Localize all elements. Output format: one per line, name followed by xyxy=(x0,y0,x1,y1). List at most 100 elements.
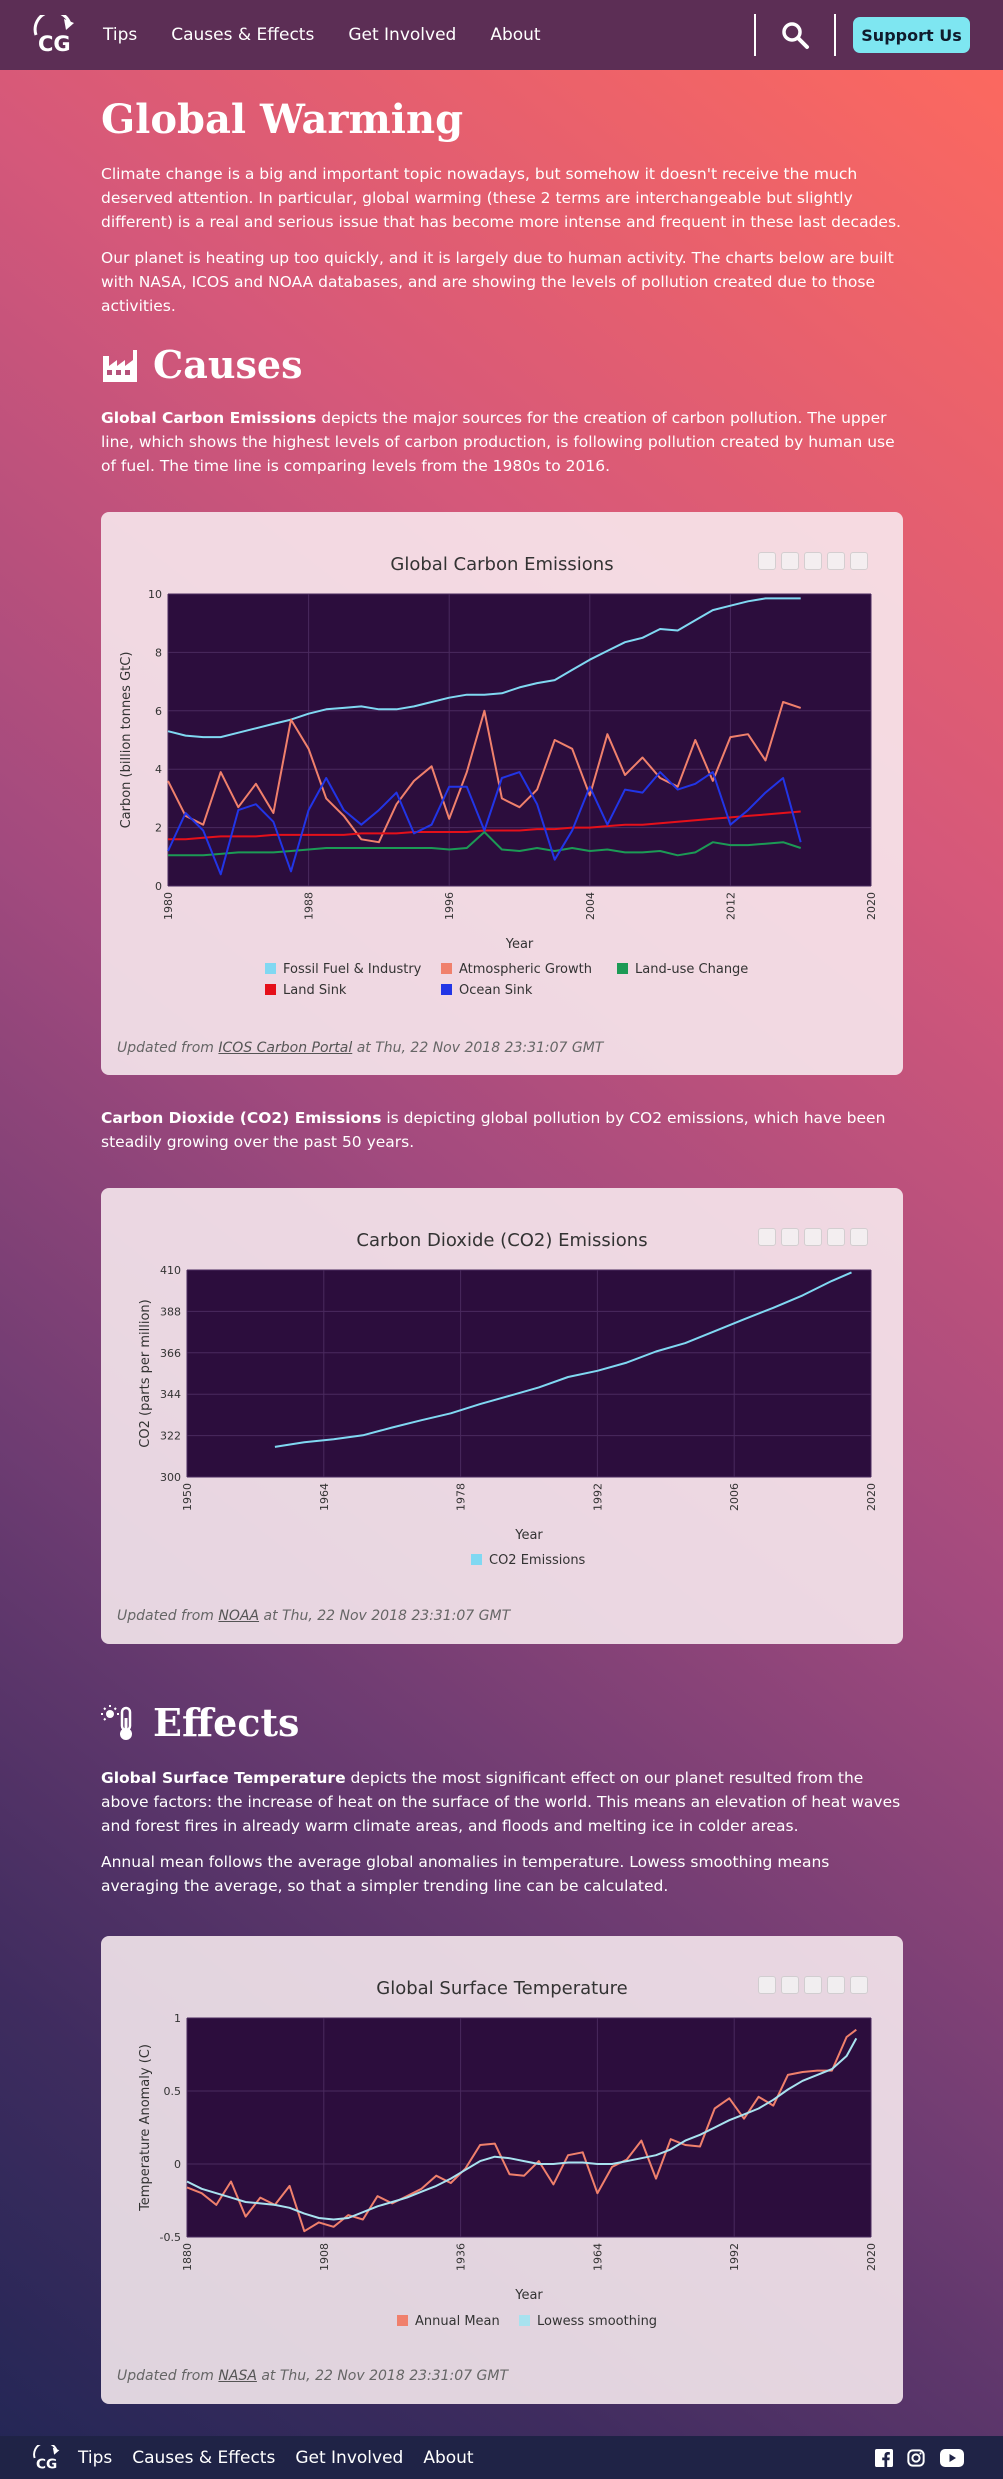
support-us-button[interactable]: Support Us xyxy=(853,17,970,53)
y-axis-label: Carbon (billion tonnes GtC) xyxy=(119,652,134,829)
co2-paragraph-bold: Carbon Dioxide (CO2) Emissions xyxy=(101,1109,382,1127)
footer-link-get-involved[interactable]: Get Involved xyxy=(295,2447,404,2468)
footer-link-causes-effects[interactable]: Causes & Effects xyxy=(132,2447,276,2468)
series-line xyxy=(168,831,802,857)
download-icon[interactable] xyxy=(850,1976,868,1994)
zoom-out-icon[interactable] xyxy=(804,1976,822,1994)
zoom-in-icon[interactable] xyxy=(781,1976,799,1994)
y-tick-label: -0.5 xyxy=(160,2231,181,2244)
section-title: Effects xyxy=(153,1700,300,1745)
chart-title: Global Carbon Emissions xyxy=(390,554,614,575)
nav-link-causes-effects[interactable]: Causes & Effects xyxy=(171,25,315,45)
reset-icon[interactable] xyxy=(827,552,845,570)
zoom-icon[interactable] xyxy=(758,1976,776,1994)
reset-icon[interactable] xyxy=(827,1228,845,1246)
zoom-icon[interactable] xyxy=(758,552,776,570)
causes-paragraph-rest: depicts the major sources for the creati… xyxy=(101,409,895,475)
nav-divider xyxy=(754,14,756,56)
reset-icon[interactable] xyxy=(827,1976,845,1994)
footer-logo-icon[interactable]: CG xyxy=(30,2445,64,2471)
zoom-icon[interactable] xyxy=(758,1228,776,1246)
footer-link-about[interactable]: About xyxy=(423,2447,474,2468)
x-tick-label: 2020 xyxy=(865,1483,878,1511)
zoom-out-icon[interactable] xyxy=(804,552,822,570)
instagram-icon[interactable] xyxy=(906,2449,926,2467)
y-tick-label: 2 xyxy=(155,822,162,835)
x-tick-label: 2020 xyxy=(865,892,878,920)
y-tick-label: 410 xyxy=(160,1264,181,1277)
y-tick-label: 4 xyxy=(155,763,162,776)
x-tick-label: 1980 xyxy=(162,892,175,920)
carbon-emissions-chart: 0 2 4 6 8 10 1980 1988 1996 2004 2012 2020 Year Carbo… xyxy=(119,588,878,998)
zoom-out-icon[interactable] xyxy=(804,1228,822,1246)
effects-heading: Effects xyxy=(101,1700,903,1745)
x-tick-label: 1964 xyxy=(318,1483,331,1511)
chart-toolbar xyxy=(753,1228,868,1246)
y-tick-label: 388 xyxy=(160,1305,181,1318)
zoom-in-icon[interactable] xyxy=(781,1228,799,1246)
legend-label: Atmospheric Growth xyxy=(459,962,592,977)
x-tick-label: 1978 xyxy=(455,1483,468,1511)
nav-divider xyxy=(834,14,836,56)
chart-toolbar xyxy=(753,1976,868,1994)
youtube-icon[interactable] xyxy=(940,2449,964,2467)
y-tick-label: 0.5 xyxy=(164,2085,182,2098)
plot-area xyxy=(168,594,871,886)
temperature-chart-card: Global Surface Temperature -0.5 0 0.5 1 1880… xyxy=(101,1936,903,2404)
x-axis-label: Year xyxy=(514,2288,543,2303)
chart-toolbar xyxy=(753,552,868,570)
surface-temperature-chart: -0.5 0 0.5 1 1880 1908 1936 1964 1992 2020 Year Tem… xyxy=(138,2012,878,2329)
co2-chart-card: Carbon Dioxide (CO2) Emissions 300 322 344… xyxy=(101,1188,903,1644)
download-icon[interactable] xyxy=(850,552,868,570)
nav-link-get-involved[interactable]: Get Involved xyxy=(348,25,457,45)
footer-links: Tips Causes & Effects Get Involved About xyxy=(78,2436,494,2479)
x-axis-label: Year xyxy=(514,1528,543,1543)
nav-links: Tips Causes & Effects Get Involved About xyxy=(103,0,575,70)
legend-swatch xyxy=(265,963,276,974)
y-tick-label: 300 xyxy=(160,1471,181,1484)
effects-paragraph-rest: depicts the most significant effect on o… xyxy=(101,1769,901,1835)
x-tick-label: 1908 xyxy=(318,2243,331,2271)
x-tick-label: 1992 xyxy=(591,1483,604,1511)
factory-icon xyxy=(103,349,137,382)
source-link[interactable]: NOAA xyxy=(218,1608,260,1624)
x-tick-label: 2012 xyxy=(724,892,737,920)
nav-link-tips[interactable]: Tips xyxy=(103,25,138,45)
x-tick-label: 1996 xyxy=(443,892,456,920)
logo-icon[interactable]: CG xyxy=(30,15,80,55)
zoom-in-icon[interactable] xyxy=(781,552,799,570)
legend-swatch xyxy=(471,1554,482,1565)
intro-text: Climate change is a big and important to… xyxy=(101,162,903,318)
plot-area xyxy=(187,1270,871,1477)
co2-text: Carbon Dioxide (CO2) Emissions is depict… xyxy=(101,1106,903,1154)
y-axis-label: CO2 (parts per million) xyxy=(138,1299,153,1447)
download-icon[interactable] xyxy=(850,1228,868,1246)
x-tick-label: 1992 xyxy=(728,2243,741,2271)
series-line xyxy=(167,771,802,876)
facebook-icon[interactable] xyxy=(874,2449,894,2467)
co2-paragraph-rest: is depicting global pollution by CO2 emi… xyxy=(101,1109,886,1151)
y-tick-label: 344 xyxy=(160,1388,181,1401)
source-link[interactable]: ICOS Carbon Portal xyxy=(218,1040,353,1056)
legend-label: Land Sink xyxy=(283,983,347,998)
top-navbar: CG Tips Causes & Effects Get Involved Ab… xyxy=(0,0,1003,70)
x-axis-label: Year xyxy=(505,937,534,952)
legend-label: Annual Mean xyxy=(415,2314,500,2329)
legend-swatch xyxy=(441,984,452,995)
carbon-chart-card: Global Carbon Emissions 0 2 4 6 8 10 1980 1988 1… xyxy=(101,512,903,1075)
footer-logo-text: CG xyxy=(36,2456,57,2471)
legend-label: Land-use Change xyxy=(635,962,748,977)
search-icon[interactable] xyxy=(780,20,810,50)
footer-link-tips[interactable]: Tips xyxy=(78,2447,113,2468)
source-link[interactable]: NASA xyxy=(218,2368,257,2384)
x-tick-label: 2004 xyxy=(584,892,597,920)
legend-swatch xyxy=(617,963,628,974)
chart-title: Global Surface Temperature xyxy=(376,1978,628,1999)
update-note: Updated from NASA at Thu, 22 Nov 2018 23… xyxy=(117,2368,508,2384)
co2-paragraph: Carbon Dioxide (CO2) Emissions is depict… xyxy=(101,1106,903,1154)
nav-link-about[interactable]: About xyxy=(490,25,541,45)
series-line xyxy=(274,1271,852,1448)
x-tick-label: 1950 xyxy=(181,1483,194,1511)
legend-swatch xyxy=(265,984,276,995)
y-axis-label: Temperature Anomaly (C) xyxy=(138,2044,153,2212)
